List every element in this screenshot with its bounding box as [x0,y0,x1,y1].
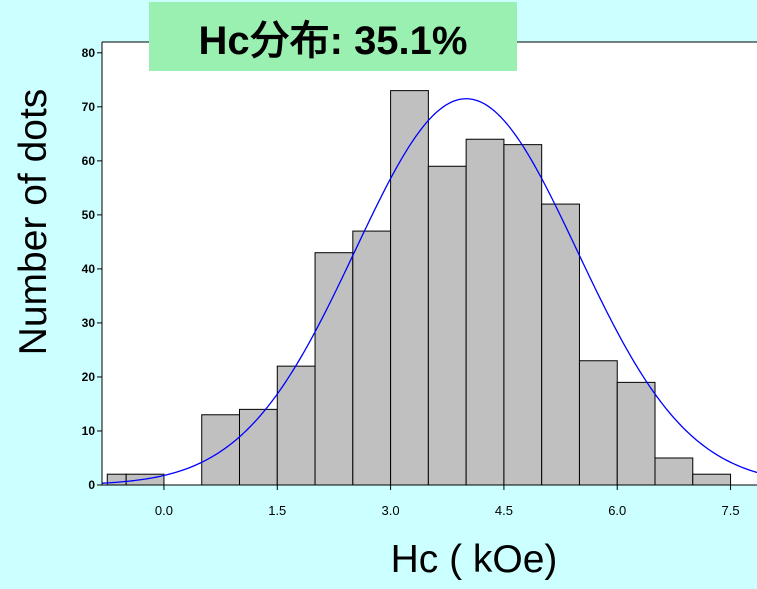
y-tick-label: 50 [82,208,96,222]
x-tick-label: 6.0 [608,503,626,518]
y-tick-label: 10 [82,424,96,438]
x-tick-label: 7.5 [722,503,740,518]
histogram-bar [314,252,354,486]
histogram-bar [201,414,240,486]
histogram-bar [276,365,316,486]
y-tick-label: 30 [82,316,96,330]
y-tick-label: 20 [82,370,96,384]
normal-fit-curve [101,98,757,484]
y-axis-label: Number of dots [12,88,55,356]
y-tick-label: 70 [82,100,96,114]
y-tick-label: 60 [82,154,96,168]
y-tick-label: 80 [82,46,96,60]
histogram-bar [541,203,580,486]
x-tick-label: 4.5 [495,503,513,518]
x-tick-label: 0.0 [155,503,173,518]
x-axis-label: Hc ( kOe) [390,538,558,581]
x-tick-label: 3.0 [382,503,400,518]
bars-group [106,90,732,486]
fit-curve-group [101,98,757,484]
histogram-bar [578,360,618,486]
y-tick-label: 40 [82,262,96,276]
histogram-bar [390,90,429,486]
histogram-bar [616,381,656,486]
histogram-bar [465,138,505,486]
axes-group: 0 10 20 30 40 50 60 70 80 0.0 1.5 3.0 4.5 6.0 7.5 [82,41,757,518]
chart-title: Hc分布: 35.1% [149,2,517,71]
histogram-bar [654,457,694,486]
histogram-bar [427,165,467,486]
histogram-bar [238,408,278,486]
histogram-bar [503,144,543,486]
histogram-bar [692,473,732,486]
histogram-bar [352,230,392,486]
x-tick-label: 1.5 [268,503,286,518]
y-tick-label: 0 [88,478,95,492]
